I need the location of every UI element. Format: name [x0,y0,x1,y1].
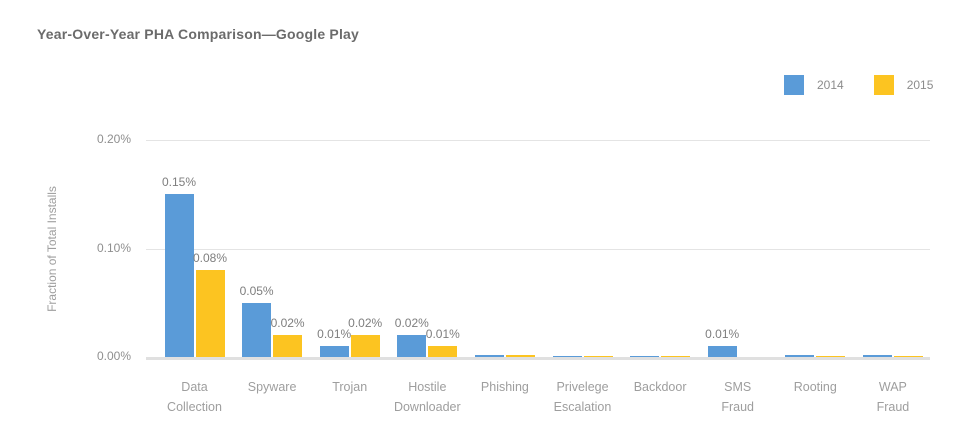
bar-2014-sms-fraud [707,346,737,357]
y-tick-label-0.10%: 0.10% [96,240,131,255]
bar-2015-privelege-escalation [583,356,613,357]
bar-2015-trojan [350,335,380,357]
x-category-label-data-collection: Data Collection [167,380,222,414]
legend-item-2014: 2014 [784,75,844,95]
x-category-label-hostile-downloader: Hostile Downloader [393,380,461,414]
x-category-label-rooting: Rooting [793,380,837,394]
bar-2014-data-collection [164,194,194,357]
legend-item-2015: 2015 [873,75,934,95]
y-tick-label-0.20%: 0.20% [96,132,131,146]
x-category-label-sms-fraud: SMS Fraud [721,380,755,414]
legend-label-2014: 2014 [817,78,844,92]
x-category-label-backdoor: Backdoor [633,380,687,394]
x-category-label-trojan: Trojan [332,380,368,394]
bar-2014-wap-fraud [862,355,892,357]
bar-label-2014-hostile-downloader: 0.02% [394,316,429,330]
bar-label-2015-trojan: 0.02% [348,316,383,330]
legend-swatch-2015 [873,75,894,95]
x-category-label-spyware: Spyware [247,380,297,394]
x-category-label-phishing: Phishing [480,380,529,394]
y-axis-title: Fraction of Total Installs [45,186,59,312]
bar-2014-phishing [474,355,504,357]
bar-label-2014-spyware: 0.05% [239,284,274,298]
bar-2014-backdoor [630,356,660,357]
y-tick-label-0.00%: 0.00% [96,349,131,363]
bar-2014-rooting [785,355,815,357]
bar-label-2015-data-collection: 0.08% [192,251,228,265]
gridline-0.10% [146,248,930,250]
legend-label-2015: 2015 [906,78,934,92]
bar-2014-spyware [242,303,272,357]
bar-2015-data-collection [195,270,225,357]
bar-2015-phishing [505,355,535,357]
bar-2014-privelege-escalation [552,356,582,357]
x-category-label-privelege-escalation: Privelege Escalation [553,380,612,414]
legend: 2014 2015 [784,75,933,95]
bar-label-2014-sms-fraud: 0.01% [705,327,740,341]
bar-label-2014-trojan: 0.01% [317,327,352,341]
x-axis-baseline [146,357,930,360]
bar-2015-wap-fraud [893,356,923,357]
bar-label-2014-data-collection: 0.15% [161,175,197,189]
bar-2015-rooting [816,356,846,357]
bar-2015-hostile-downloader [428,346,458,357]
bar-2014-trojan [319,346,349,357]
bar-2015-backdoor [661,356,691,357]
x-category-label-wap-fraud: WAP Fraud [876,380,910,414]
bar-2014-hostile-downloader [397,335,427,357]
chart-title: Year-Over-Year PHA Comparison—Google Pla… [37,26,360,42]
gridline-0.20% [146,140,930,141]
bar-label-2015-spyware: 0.02% [270,316,305,330]
legend-swatch-2014 [784,75,804,95]
bar-2015-spyware [273,335,303,357]
bar-label-2015-hostile-downloader: 0.01% [425,327,460,341]
